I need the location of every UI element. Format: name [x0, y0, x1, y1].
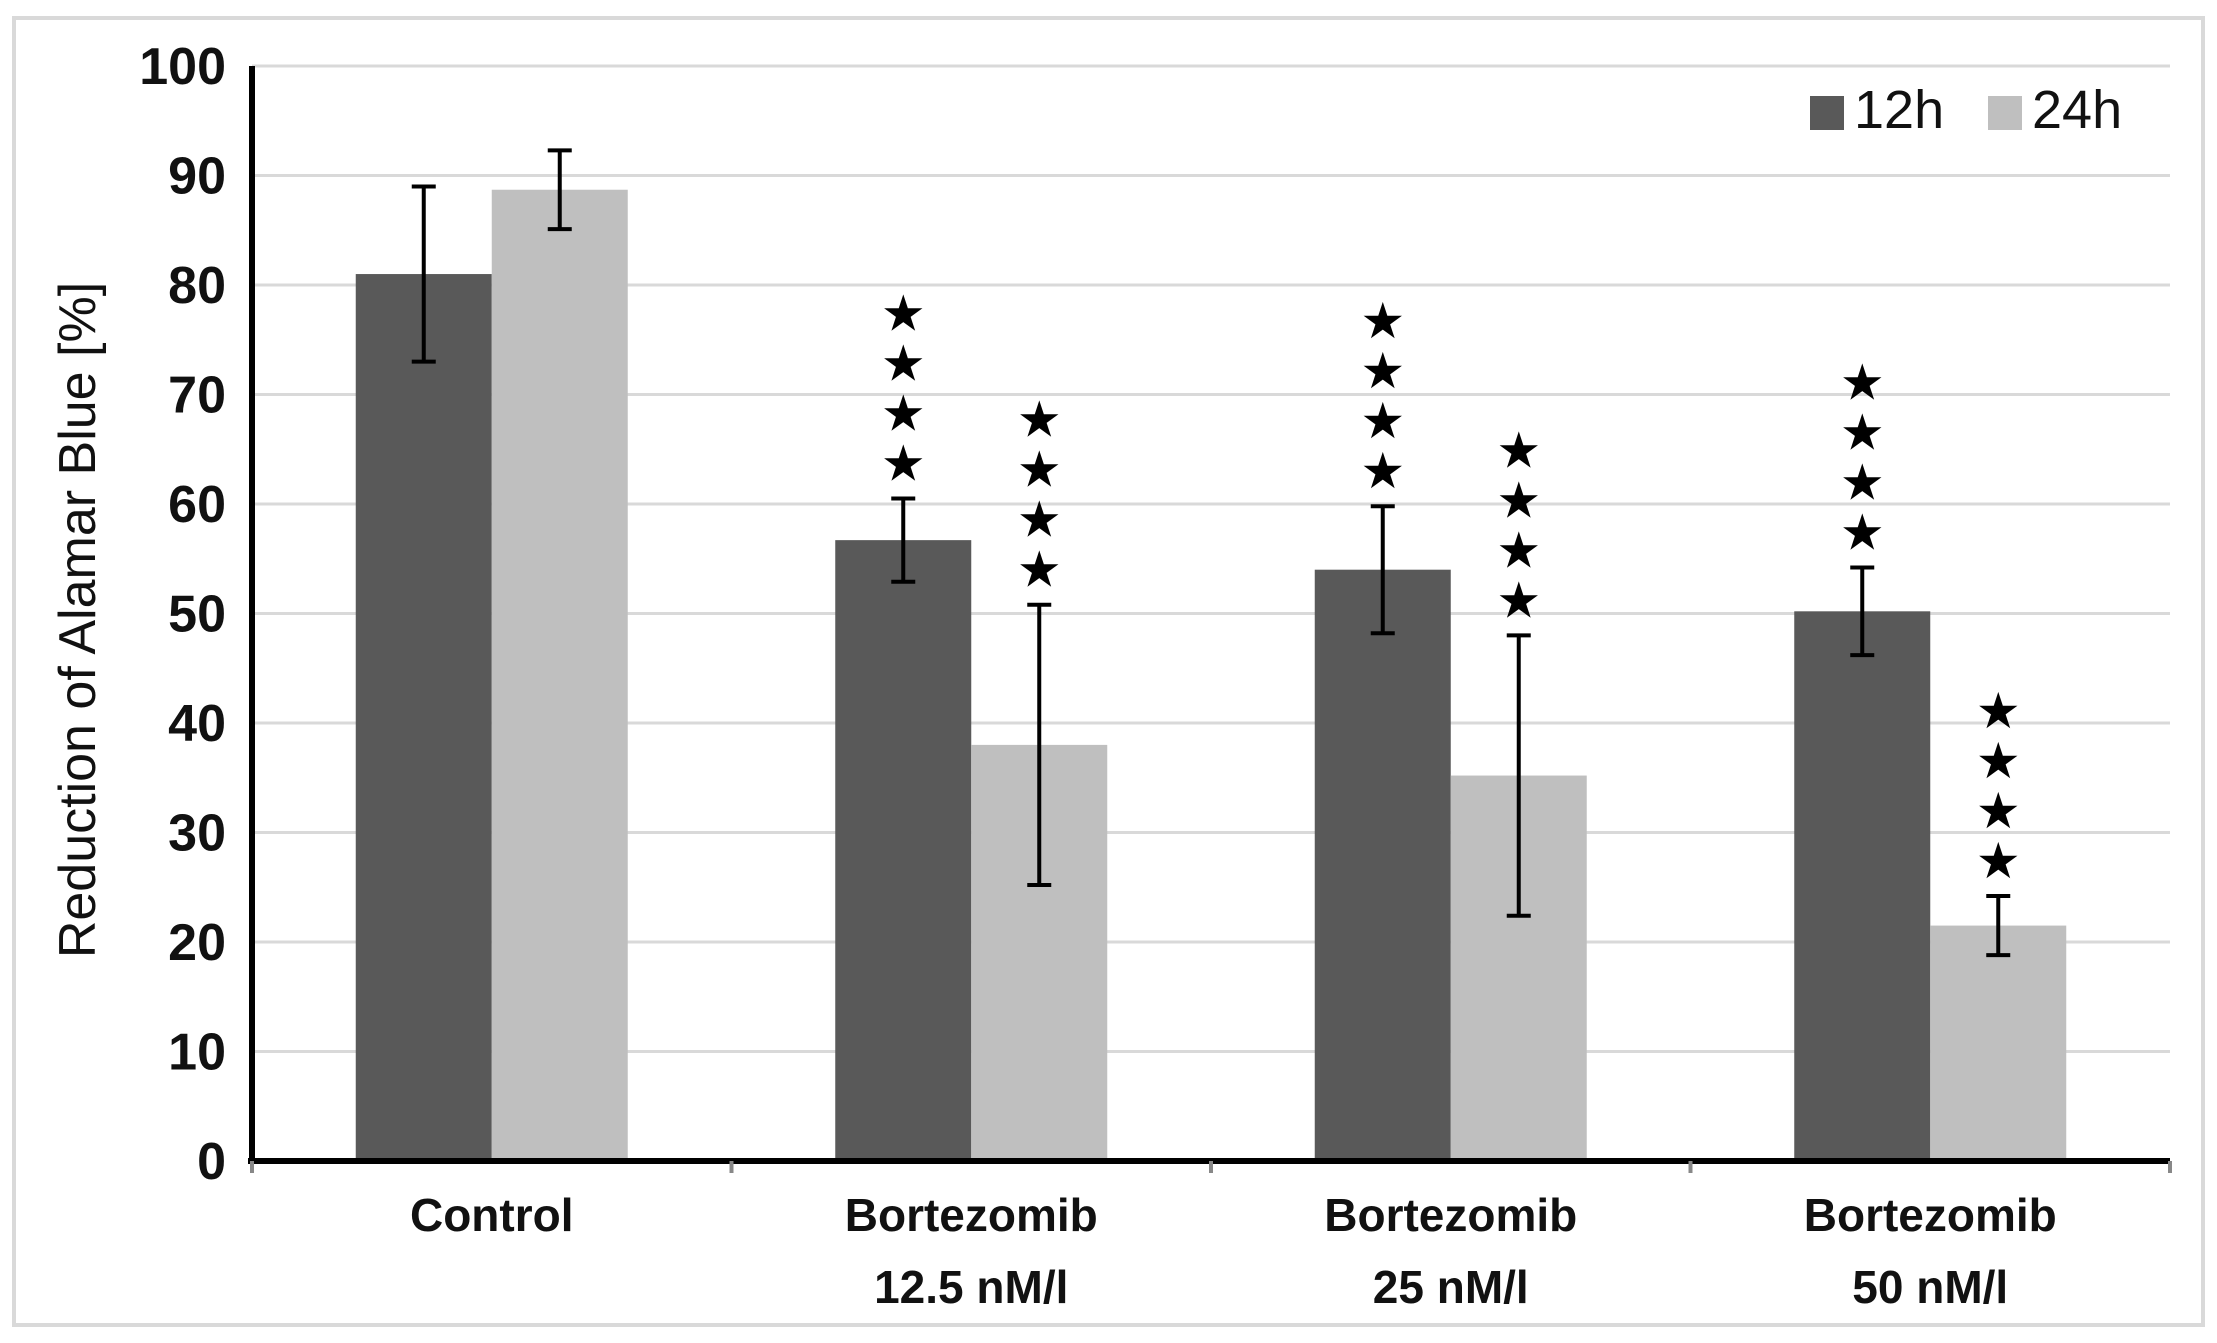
significance-star: ★ — [1017, 541, 1062, 599]
significance-star: ★ — [1840, 504, 1885, 562]
x-category-label: 25 nM/l — [1373, 1261, 1529, 1313]
significance-star: ★ — [1840, 354, 1885, 412]
significance-star: ★ — [1496, 421, 1541, 479]
y-tick-label: 90 — [168, 148, 226, 206]
y-tick-label: 50 — [168, 586, 226, 644]
legend: 12h 24h — [1810, 80, 2122, 140]
significance-star: ★ — [1360, 442, 1405, 500]
x-category-label: Bortezomib — [1324, 1189, 1577, 1241]
y-axis-title: Reduction of Alamar Blue [%] — [49, 282, 107, 958]
y-tick-label: 60 — [168, 476, 226, 534]
significance-star: ★ — [1840, 454, 1885, 512]
significance-star: ★ — [1017, 491, 1062, 549]
x-category-label: 50 nM/l — [1852, 1261, 2008, 1313]
legend-swatch-24h — [1988, 96, 2022, 130]
x-category-label: Bortezomib — [1804, 1189, 2057, 1241]
significance-star: ★ — [1496, 571, 1541, 629]
significance-star: ★ — [881, 385, 926, 443]
axes — [248, 66, 2172, 1173]
bar-12h-1 — [835, 540, 972, 1161]
significance-star: ★ — [881, 335, 926, 393]
y-tick-label: 70 — [168, 367, 226, 425]
significance-star: ★ — [1017, 391, 1062, 449]
x-category-label: 12.5 nM/l — [874, 1261, 1068, 1313]
legend-label-24h: 24h — [2032, 80, 2122, 140]
x-category-label: Control — [410, 1189, 574, 1241]
significance-star: ★ — [1017, 441, 1062, 499]
significance-star: ★ — [1360, 392, 1405, 450]
y-tick-label: 100 — [139, 38, 226, 96]
significance-star: ★ — [1496, 521, 1541, 579]
bar-12h-3 — [1794, 611, 1931, 1161]
significance-star: ★ — [1840, 404, 1885, 462]
bar-24h-0 — [491, 189, 628, 1162]
bar-24h-3 — [1930, 925, 2067, 1161]
y-tick-label: 0 — [197, 1133, 226, 1191]
y-tick-label: 40 — [168, 695, 226, 753]
significance-star: ★ — [1496, 471, 1541, 529]
y-tick-label: 30 — [168, 805, 226, 863]
significance-star: ★ — [881, 285, 926, 343]
significance-star: ★ — [1976, 832, 2021, 890]
legend-swatch-12h — [1810, 96, 1844, 130]
significance-star: ★ — [1976, 732, 2021, 790]
bar-12h-2 — [1314, 569, 1451, 1161]
bar-12h-0 — [355, 274, 492, 1161]
y-tick-label: 20 — [168, 914, 226, 972]
legend-label-12h: 12h — [1854, 80, 1944, 140]
y-tick-label: 80 — [168, 257, 226, 315]
significance-star: ★ — [1360, 292, 1405, 350]
significance-star: ★ — [1360, 342, 1405, 400]
x-category-label: Bortezomib — [845, 1189, 1098, 1241]
y-tick-label: 10 — [168, 1024, 226, 1082]
significance-star: ★ — [881, 435, 926, 493]
significance-star: ★ — [1976, 782, 2021, 840]
significance-star: ★ — [1976, 682, 2021, 740]
bars — [355, 148, 2067, 1162]
labels: 0102030405060708090100Control★★★★★★★★Bor… — [139, 38, 2057, 1313]
